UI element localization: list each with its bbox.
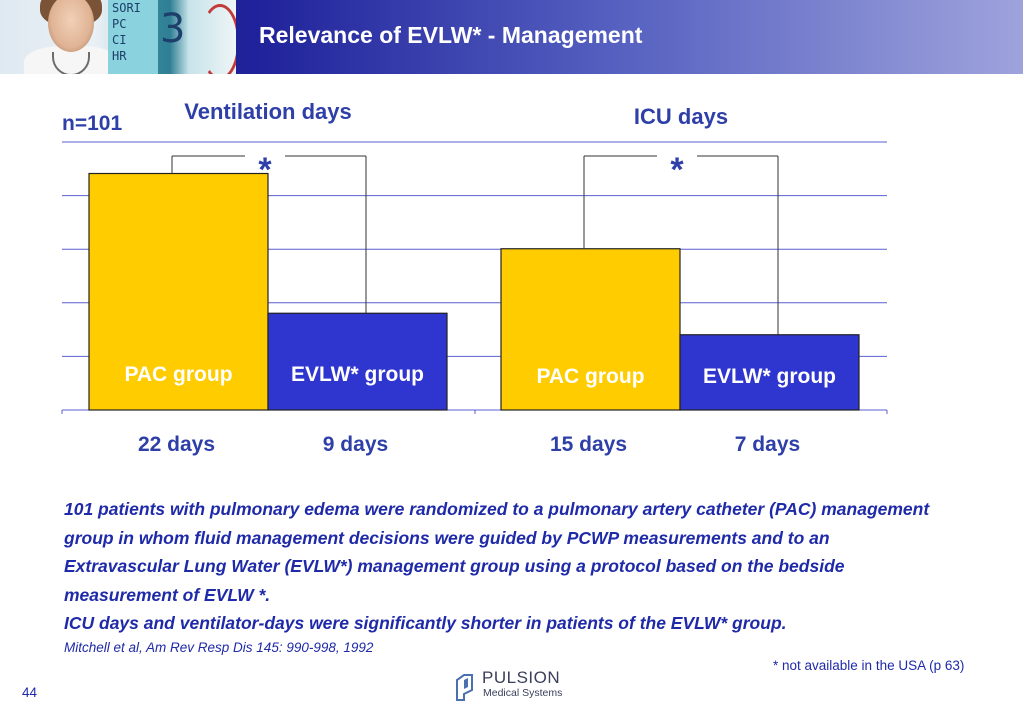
monitor-screen: SORI PC CI HR: [108, 0, 158, 74]
significance-marker: *: [670, 151, 684, 189]
conclusion-paragraph: ICU days and ventilator-days were signif…: [64, 613, 787, 633]
bar-label: PAC group: [124, 363, 232, 386]
monitor-line: PC: [112, 17, 127, 31]
page-title: Relevance of EVLW* - Management: [259, 22, 643, 48]
pulsion-logo-icon: [456, 674, 473, 701]
monitor-line: HR: [112, 49, 127, 63]
description-paragraph: 101 patients with pulmonary edema were r…: [64, 499, 930, 605]
bar-label: EVLW* group: [291, 363, 424, 386]
bar-label: EVLW* group: [703, 365, 836, 388]
significance-marker: *: [258, 151, 272, 189]
value-label: 15 days: [550, 433, 627, 456]
header-photo: SORI PC CI HR 3: [0, 0, 236, 74]
bar: [679, 334, 860, 411]
bar: [267, 312, 448, 411]
bar: [88, 172, 269, 411]
footnote: * not available in the USA (p 63): [773, 658, 965, 673]
value-label: 9 days: [323, 433, 388, 456]
citation: Mitchell et al, Am Rev Resp Dis 145: 990…: [64, 640, 374, 655]
monitor-big-digit: 3: [160, 6, 186, 52]
value-label: 7 days: [735, 433, 800, 456]
cable-graphic: [200, 4, 236, 74]
company-logo: PULSION Medical Systems: [454, 668, 584, 702]
page-number: 44: [22, 685, 38, 700]
logo-subtitle: Medical Systems: [483, 687, 563, 699]
monitor-line: SORI: [112, 1, 141, 15]
photo-face: [48, 0, 94, 52]
group-title: Ventilation days: [184, 99, 352, 124]
logo-name: PULSION: [482, 668, 561, 687]
stethoscope-icon: [52, 52, 90, 74]
bar-chart: n=101 Ventilation days PAC group 22 days EVL…: [61, 99, 888, 456]
sample-size-label: n=101: [62, 112, 122, 135]
bar: [500, 248, 681, 411]
value-label: 22 days: [138, 433, 215, 456]
bar-label: PAC group: [536, 365, 644, 388]
monitor-line: CI: [112, 33, 127, 47]
description-text: 101 patients with pulmonary edema were r…: [64, 495, 944, 638]
group-title: ICU days: [634, 104, 728, 129]
header-banner: SORI PC CI HR 3 Relevance of EVLW* - Man…: [0, 0, 1023, 74]
